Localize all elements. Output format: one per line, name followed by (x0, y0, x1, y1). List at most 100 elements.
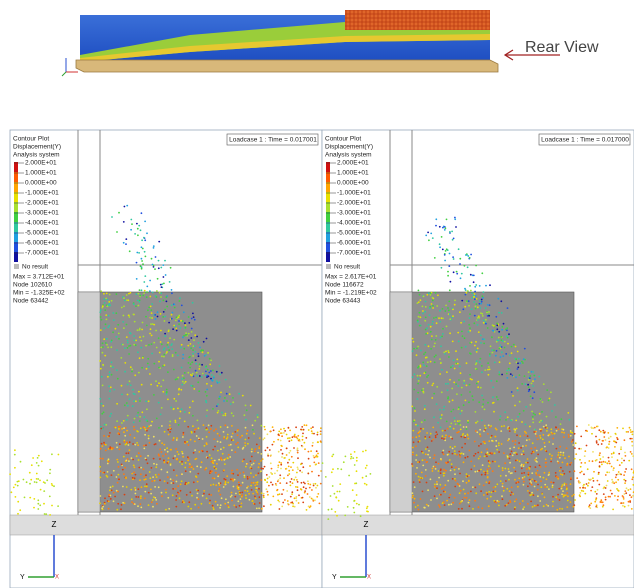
particle (421, 451, 423, 453)
particle (603, 436, 605, 438)
particle (440, 362, 442, 364)
particle (213, 430, 215, 432)
particle (194, 429, 196, 431)
particle (544, 486, 546, 488)
particle (573, 494, 575, 496)
particle (573, 504, 575, 506)
particle (505, 480, 507, 482)
particle (250, 472, 252, 474)
particle (191, 431, 193, 433)
particle (631, 478, 633, 480)
particle (263, 495, 265, 497)
particle (540, 398, 542, 400)
particle (507, 416, 509, 418)
particle (188, 339, 190, 341)
particle (608, 460, 610, 462)
particle (545, 427, 547, 429)
particle (606, 485, 608, 487)
particle (464, 306, 466, 308)
particle (194, 449, 196, 451)
particle (145, 401, 147, 403)
particle (232, 397, 234, 399)
particle (141, 268, 143, 270)
particle (521, 361, 523, 363)
particle (471, 342, 473, 344)
particle (173, 437, 175, 439)
particle (472, 486, 474, 488)
particle (206, 415, 208, 417)
particle (149, 280, 151, 282)
particle (297, 467, 299, 469)
particle (477, 319, 479, 321)
particle (509, 369, 511, 371)
particle (529, 494, 531, 496)
particle (464, 493, 466, 495)
particle (451, 466, 453, 468)
particle (459, 366, 461, 368)
particle (302, 502, 304, 504)
particle (426, 327, 428, 329)
particle (475, 487, 477, 489)
particle (607, 480, 609, 482)
particle (442, 227, 444, 229)
particle (192, 415, 194, 417)
particle (532, 416, 534, 418)
particle (140, 347, 142, 349)
particle (170, 407, 172, 409)
particle (480, 342, 482, 344)
particle (231, 500, 233, 502)
particle (137, 444, 139, 446)
particle (485, 323, 487, 325)
particle (439, 321, 441, 323)
particle (281, 493, 283, 495)
particle (283, 432, 285, 434)
particle (14, 449, 16, 451)
particle (263, 493, 265, 495)
particle (495, 445, 497, 447)
particle (556, 509, 558, 511)
particle (334, 511, 336, 513)
particle (284, 499, 286, 501)
particle (470, 469, 472, 471)
particle (116, 459, 118, 461)
particle (29, 483, 31, 485)
particle (153, 324, 155, 326)
particle (510, 494, 512, 496)
particle (429, 457, 431, 459)
particle (41, 460, 43, 462)
particle (516, 362, 518, 364)
particle (432, 427, 434, 429)
particle (456, 359, 458, 361)
particle (107, 463, 109, 465)
particle (154, 444, 156, 446)
particle (188, 482, 190, 484)
particle (622, 505, 624, 507)
particle (241, 503, 243, 505)
particle (449, 253, 451, 255)
particle (134, 477, 136, 479)
particle (474, 441, 476, 443)
particle (111, 361, 113, 363)
particle (504, 411, 506, 413)
particle (182, 354, 184, 356)
particle (319, 503, 321, 505)
particle (163, 283, 165, 285)
particle (595, 497, 597, 499)
particle (138, 225, 140, 227)
particle (469, 505, 471, 507)
particle (534, 459, 536, 461)
particle (187, 506, 189, 508)
particle (108, 448, 110, 450)
particle (188, 458, 190, 460)
particle (530, 501, 532, 503)
particle (480, 358, 482, 360)
particle (209, 364, 211, 366)
particle (232, 433, 234, 435)
particle (175, 421, 177, 423)
particle (220, 441, 222, 443)
particle (165, 509, 167, 511)
particle (513, 452, 515, 454)
particle (511, 492, 513, 494)
particle (611, 479, 613, 481)
particle (454, 473, 456, 475)
